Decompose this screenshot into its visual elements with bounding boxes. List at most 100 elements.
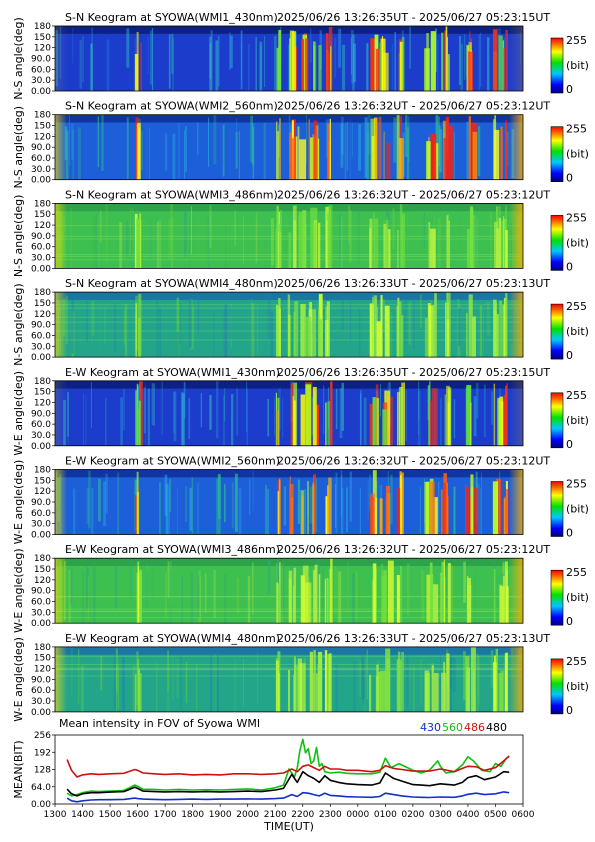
y-axis-label: MEAN(BIT) [12,740,25,798]
legend-entry: 430 [420,721,441,734]
y-tick-label: 90.0 [31,55,51,65]
y-tick-label: 180 [34,199,51,209]
x-tick-label: 0000 [346,810,369,820]
y-tick-label: 60.0 [31,598,51,608]
colorbar-unit-label: (bit) [566,414,589,427]
y-tick-label: 128 [34,766,51,776]
keogram-panel: E-W Keogram at SYOWA(WMI3_486nm)2025/06/… [12,543,589,633]
y-tick-label: 30.0 [31,165,51,175]
colorbar [550,481,564,537]
y-axis-label: W-E angle(deg) [12,460,25,545]
series-line-430 [66,791,510,803]
series-line-560 [66,738,510,797]
y-tick-label: 180 [34,288,51,298]
y-tick-label: 150 [34,299,51,309]
x-tick-label: 1300 [44,810,67,820]
keogram-time-range: 2025/06/26 13:26:35UT - 2025/06/27 05:23… [277,366,550,379]
keogram-panel: E-W Keogram at SYOWA(WMI2_560nm)2025/06/… [12,455,589,545]
keogram-time-range: 2025/06/26 13:26:32UT - 2025/06/27 05:23… [277,455,550,468]
y-tick-label: 60.0 [31,331,51,341]
colorbar-max-label: 255 [566,123,587,136]
colorbar [550,569,564,626]
series-line-486 [66,755,510,778]
y-tick-label: 60.0 [31,243,51,253]
colorbar [550,303,564,360]
y-tick-label: 90.0 [31,675,51,685]
y-tick-label: 150 [34,476,51,486]
keogram-image [55,292,523,358]
colorbar-max-label: 255 [566,566,587,579]
line-chart-title: Mean intensity in FOV of Syowa WMI [59,717,260,730]
y-tick-label: 0.00 [31,353,51,363]
keogram-time-range: 2025/06/26 13:26:32UT - 2025/06/27 05:23… [277,188,550,201]
y-tick-label: 120 [34,310,51,320]
keogram-time-range: 2025/06/26 13:26:32UT - 2025/06/27 05:23… [277,543,550,556]
colorbar-min-label: 0 [566,704,573,717]
y-axis-label: W-E angle(deg) [12,548,25,633]
x-tick-label: 0100 [374,810,397,820]
y-tick-label: 150 [34,33,51,43]
colorbar-unit-label: (bit) [566,325,589,338]
y-tick-label: 180 [34,22,51,32]
keogram-panel: S-N Keogram at SYOWA(WMI3_486nm) 2025/06/… [12,188,589,277]
keogram-title: S-N Keogram at SYOWA(WMI2_560nm) [65,100,278,113]
colorbar [550,392,564,449]
colorbar-max-label: 255 [566,389,587,402]
keogram-title: E-W Keogram at SYOWA(WMI3_486nm) [65,543,280,556]
y-tick-label: 0.00 [31,87,51,97]
colorbar-min-label: 0 [566,349,573,362]
keogram-panel: S-N Keogram at SYOWA(WMI1_430nm) 2025/06/… [12,11,589,100]
keogram-title: S-N Keogram at SYOWA(WMI1_430nm) [65,11,278,24]
x-tick-label: 1400 [71,810,94,820]
y-axis-label: N-S angle(deg) [12,17,25,100]
y-axis-label: W-E angle(deg) [12,371,25,456]
x-tick-label: 1500 [99,810,122,820]
y-tick-label: 180 [34,111,51,121]
y-tick-label: 150 [34,654,51,664]
y-tick-label: 90.0 [31,498,51,508]
y-tick-label: 256 [34,731,51,741]
y-tick-label: 120 [34,44,51,54]
colorbar-max-label: 255 [566,34,587,47]
y-tick-label: 30.0 [31,697,51,707]
y-tick-label: 0.00 [31,619,51,629]
y-tick-label: 180 [34,643,51,653]
colorbar-min-label: 0 [566,172,573,185]
y-tick-label: 30.0 [31,76,51,86]
y-tick-label: 150 [34,210,51,220]
y-tick-label: 30.0 [31,254,51,264]
keogram-panel: E-W Keogram at SYOWA(WMI4_480nm)2025/06/… [12,632,589,722]
y-tick-label: 60.0 [31,420,51,430]
keogram-time-range: 2025/06/26 13:26:32UT - 2025/06/27 05:23… [277,100,550,113]
keogram-panel: S-N Keogram at SYOWA(WMI4_480nm) 2025/06/… [12,277,589,366]
x-tick-label: 2300 [319,810,342,820]
y-tick-label: 120 [34,221,51,231]
y-tick-label: 150 [34,122,51,132]
y-tick-label: 60.0 [31,154,51,164]
y-tick-label: 60.0 [31,509,51,519]
y-tick-label: 0.00 [31,176,51,186]
y-tick-label: 192 [34,748,51,758]
x-tick-label: 2200 [291,810,314,820]
y-tick-label: 120 [34,487,51,497]
y-tick-label: 0.00 [31,708,51,718]
colorbar-min-label: 0 [566,615,573,628]
y-tick-label: 90.0 [31,587,51,597]
colorbar-unit-label: (bit) [566,236,589,249]
colorbar-max-label: 255 [566,211,587,224]
x-tick-label: 0400 [456,810,479,820]
x-tick-label: 0300 [429,810,452,820]
y-tick-label: 90.0 [31,321,51,331]
keogram-image [55,26,523,91]
legend-entry: 560 [442,721,463,734]
keogram-title: E-W Keogram at SYOWA(WMI4_480nm) [65,632,280,645]
x-tick-label: 2000 [236,810,259,820]
colorbar [550,37,564,94]
keogram-title: S-N Keogram at SYOWA(WMI4_480nm) [65,277,278,290]
colorbar-min-label: 0 [566,260,573,273]
y-tick-label: 0.00 [31,531,51,541]
y-tick-label: 90.0 [31,232,51,242]
colorbar-unit-label: (bit) [566,591,589,604]
y-tick-label: 120 [34,398,51,408]
colorbar-unit-label: (bit) [566,59,589,72]
